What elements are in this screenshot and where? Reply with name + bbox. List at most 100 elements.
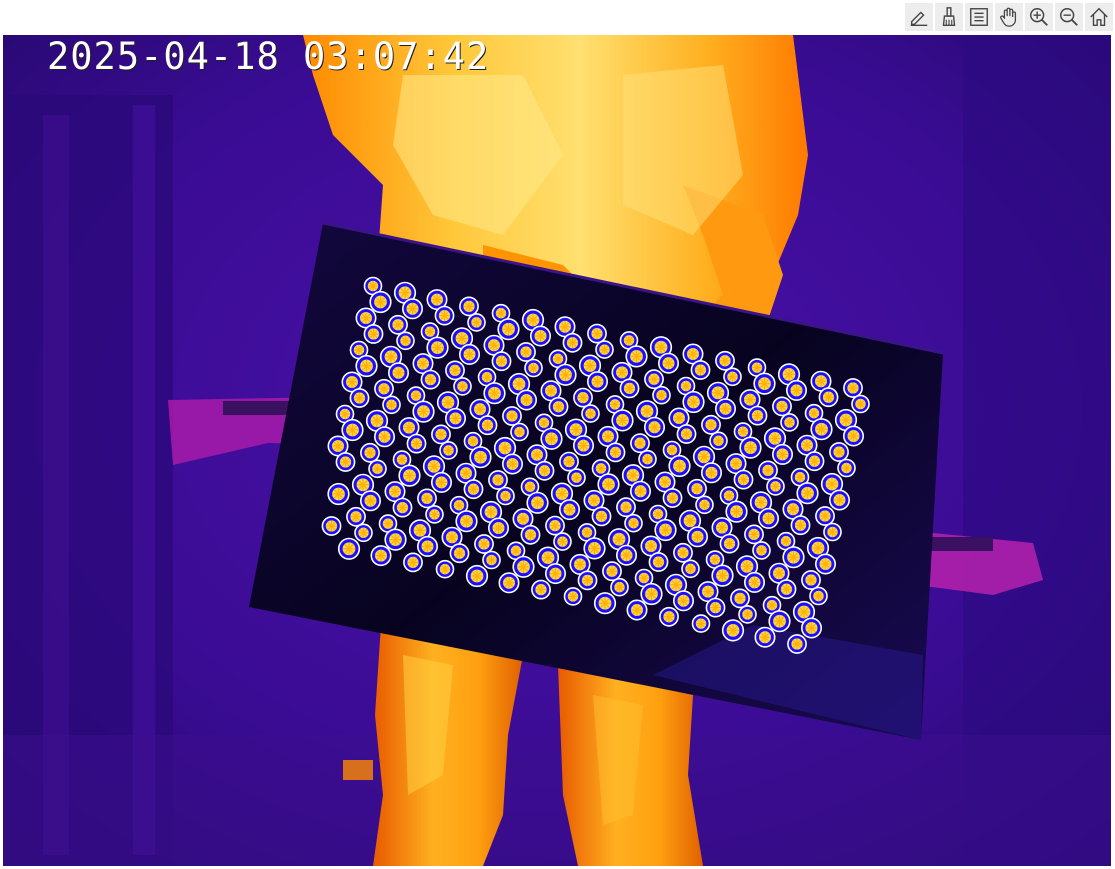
- calibration-marker: [662, 488, 683, 508]
- calibration-marker: [577, 523, 597, 542]
- calibration-marker: [573, 387, 593, 408]
- calibration-marker: [709, 431, 728, 451]
- calibration-marker: [752, 541, 771, 560]
- calibration-marker: [578, 354, 602, 377]
- calibration-marker: [355, 307, 377, 329]
- calibration-marker: [412, 353, 434, 375]
- calibration-marker: [453, 377, 472, 396]
- calibration-marker: [425, 505, 444, 524]
- calibration-marker: [809, 586, 828, 606]
- calibration-marker: [801, 570, 821, 590]
- calibration-marker: [501, 453, 523, 475]
- calibration-marker: [374, 378, 394, 399]
- calibration-marker: [384, 528, 407, 551]
- calibration-marker: [664, 573, 688, 596]
- calibration-marker: [851, 394, 870, 414]
- calibration-marker: [814, 553, 836, 575]
- calibration-marker: [638, 449, 657, 469]
- calibration-marker: [634, 568, 654, 588]
- calibration-marker: [626, 599, 648, 621]
- calibration-marker: [804, 451, 825, 472]
- brush-button[interactable]: [935, 3, 963, 31]
- calibration-marker: [554, 316, 576, 338]
- calibration-marker: [643, 416, 665, 438]
- calibration-marker: [739, 436, 762, 459]
- calibration-marker: [654, 471, 676, 493]
- calibration-marker: [771, 443, 793, 465]
- calibration-marker: [790, 515, 811, 536]
- calibration-marker: [591, 459, 611, 478]
- calibration-marker: [648, 552, 669, 572]
- calibration-marker: [700, 462, 722, 484]
- calibration-marker: [721, 619, 745, 642]
- calibration-marker: [804, 403, 824, 423]
- calibration-marker: [341, 371, 363, 393]
- calibration-marker: [681, 559, 700, 579]
- calibration-marker: [792, 600, 816, 624]
- calibration-marker: [335, 452, 356, 472]
- annotate-button[interactable]: [905, 3, 933, 31]
- calibration-marker: [431, 424, 451, 445]
- calibration-marker: [369, 290, 392, 314]
- calibration-marker: [441, 526, 463, 548]
- pencil-icon: [910, 11, 928, 26]
- home-icon: [1090, 7, 1108, 26]
- calibration-marker: [483, 334, 505, 356]
- calibration-marker: [711, 564, 734, 587]
- calibration-marker: [701, 414, 721, 435]
- detected-markers: [321, 276, 870, 654]
- calibration-marker: [744, 524, 764, 545]
- calibration-marker: [577, 570, 598, 591]
- handle-right-grip: [918, 537, 993, 551]
- calibration-marker: [474, 534, 494, 554]
- calibration-marker: [378, 514, 398, 533]
- calibration-marker: [754, 626, 776, 648]
- calibration-marker: [526, 491, 549, 514]
- calibration-marker: [800, 617, 822, 639]
- calibration-marker: [676, 424, 697, 444]
- calibration-marker: [672, 590, 694, 612]
- calibration-marker: [455, 510, 478, 533]
- calibration-marker: [510, 422, 529, 442]
- calibration-marker: [544, 563, 566, 585]
- calibration-marker: [602, 561, 622, 582]
- calibration-marker: [782, 498, 804, 520]
- left-pillar-2: [133, 105, 155, 855]
- calibration-marker: [652, 385, 671, 405]
- calibration-marker: [682, 343, 704, 365]
- calibration-marker: [595, 340, 614, 359]
- calibration-marker: [785, 379, 807, 401]
- leg-highlight: [403, 655, 453, 795]
- calibration-marker: [640, 582, 663, 606]
- calibration-marker: [553, 532, 572, 551]
- calibration-marker: [467, 313, 486, 332]
- home-button[interactable]: [1085, 3, 1113, 31]
- calibration-marker: [406, 433, 427, 454]
- calibration-marker: [417, 488, 437, 509]
- calibration-marker: [360, 442, 380, 463]
- calibration-marker: [439, 441, 458, 460]
- calibration-marker: [488, 470, 508, 490]
- calibration-marker: [335, 404, 355, 424]
- calibration-marker: [477, 415, 498, 436]
- calibration-marker: [624, 513, 643, 533]
- calibration-marker: [388, 314, 408, 335]
- calibration-marker: [550, 482, 574, 505]
- image-viewport[interactable]: 2025-04-18 03:07:42: [3, 35, 1111, 866]
- pan-button[interactable]: [995, 3, 1023, 31]
- calibration-marker: [392, 450, 412, 469]
- brush-icon: [942, 7, 956, 26]
- legend-icon: [970, 8, 988, 26]
- calibration-marker: [616, 497, 636, 518]
- calibration-marker: [687, 478, 707, 499]
- timestamp-overlay: 2025-04-18 03:07:42: [47, 35, 490, 78]
- zoom-out-button[interactable]: [1055, 3, 1083, 31]
- zoom-in-button[interactable]: [1025, 3, 1053, 31]
- floor-hot-spot: [343, 760, 373, 780]
- calibration-marker: [630, 433, 650, 454]
- calibration-marker: [545, 515, 565, 536]
- legend-button[interactable]: [965, 3, 993, 31]
- calibration-marker: [520, 524, 541, 545]
- calibration-marker: [605, 395, 625, 414]
- calibration-marker: [321, 516, 342, 536]
